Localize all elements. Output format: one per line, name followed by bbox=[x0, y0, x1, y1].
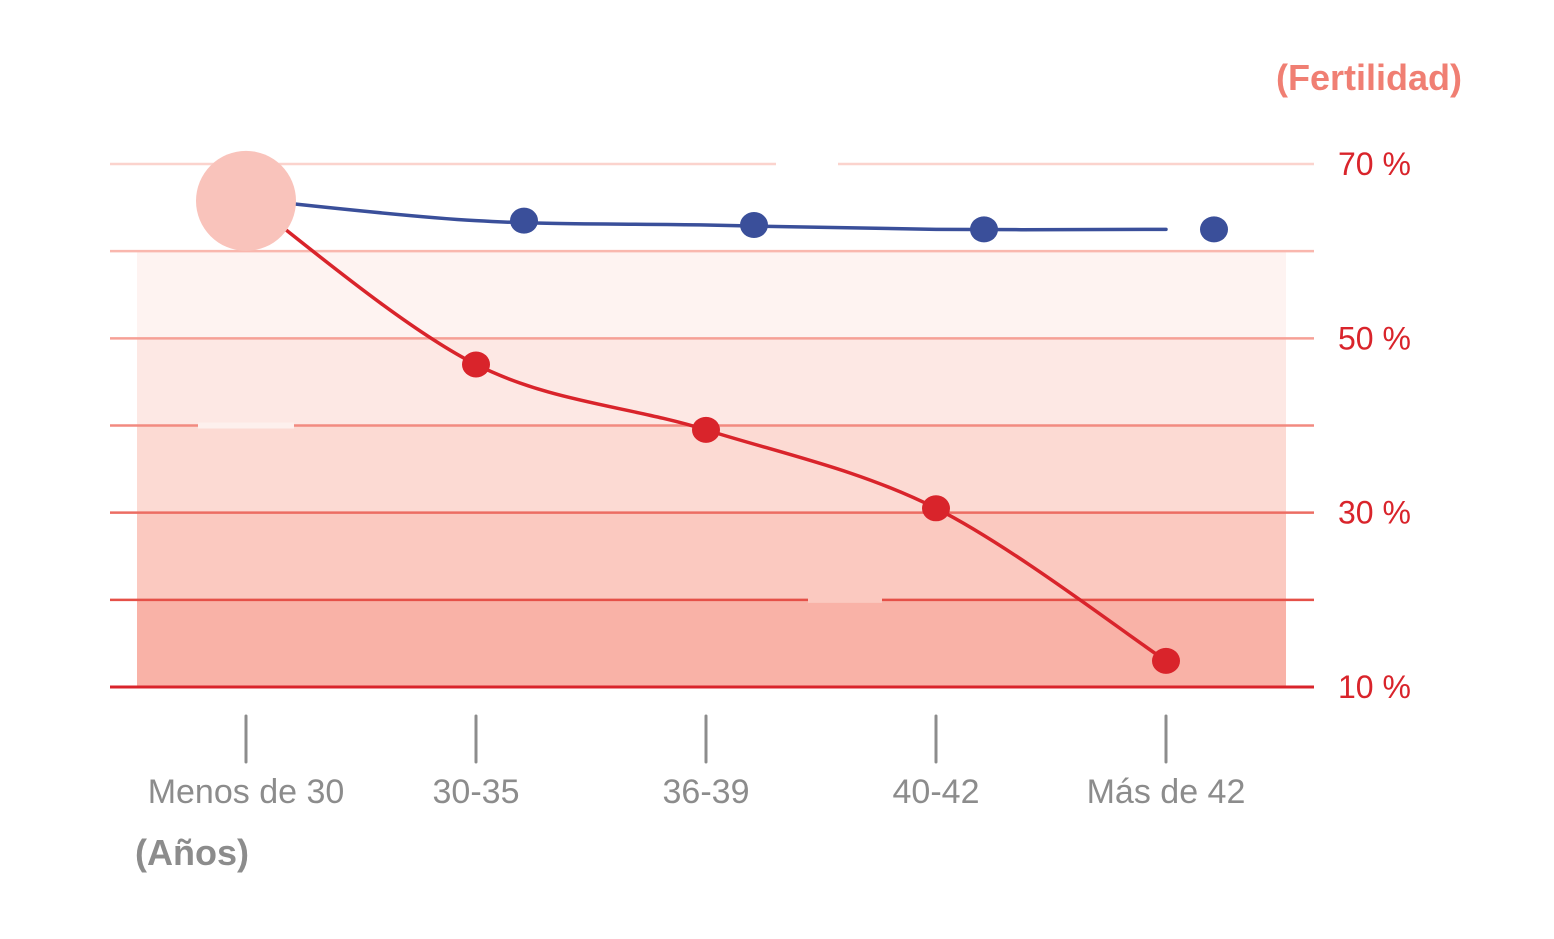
background-band bbox=[137, 338, 1286, 426]
y-axis-title: (Fertilidad) bbox=[1276, 57, 1462, 98]
data-point-blue bbox=[1200, 216, 1228, 243]
y-tick-label: 10 % bbox=[1338, 669, 1411, 705]
gridline-gap bbox=[808, 596, 882, 603]
start-highlight-point bbox=[196, 150, 296, 251]
gridline-gap bbox=[776, 161, 838, 167]
background-band bbox=[137, 599, 1286, 687]
y-tick-label: 50 % bbox=[1338, 320, 1411, 356]
x-axis-title: (Años) bbox=[135, 832, 249, 873]
data-point-red bbox=[1152, 647, 1180, 674]
data-point-red bbox=[922, 495, 950, 522]
x-tick-label: Menos de 30 bbox=[148, 773, 345, 811]
y-tick-label: 70 % bbox=[1338, 146, 1411, 182]
series-layer bbox=[196, 150, 1228, 674]
data-point-red bbox=[692, 416, 720, 443]
data-point-blue bbox=[970, 216, 998, 243]
x-tick-label: 36-39 bbox=[663, 773, 750, 811]
background-band bbox=[137, 251, 1286, 339]
gridline-gap bbox=[198, 422, 294, 429]
x-tick-label: 40-42 bbox=[893, 773, 980, 811]
y-tick-label: 30 % bbox=[1338, 495, 1411, 531]
background-bands bbox=[137, 251, 1286, 687]
data-point-red bbox=[462, 351, 490, 378]
background-band bbox=[137, 512, 1286, 600]
y-tick-labels: 70 % 50 % 30 % 10 % bbox=[1338, 146, 1411, 705]
x-ticks: Menos de 30 30-35 36-39 40-42 Más de 42 bbox=[148, 714, 1246, 811]
series-line-blue bbox=[244, 197, 1168, 232]
x-tick-label: 30-35 bbox=[433, 773, 520, 811]
data-point-blue bbox=[740, 212, 768, 239]
data-point-blue bbox=[510, 207, 538, 234]
x-tick-label: Más de 42 bbox=[1087, 773, 1246, 811]
